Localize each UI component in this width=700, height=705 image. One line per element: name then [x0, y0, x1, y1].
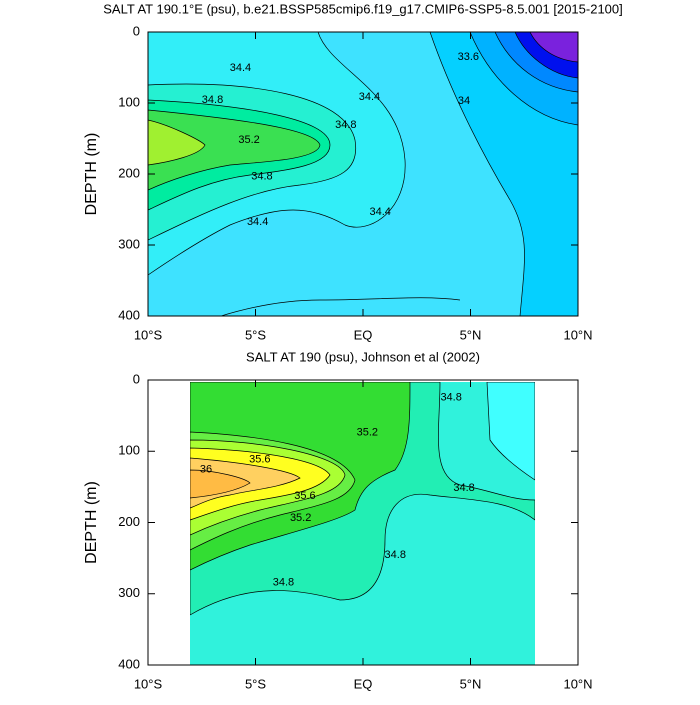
y-tick-label: 300 — [118, 236, 140, 251]
contour-label: 34 — [458, 95, 470, 107]
band — [486, 382, 535, 481]
contour-fill-top — [148, 32, 578, 316]
band — [148, 109, 321, 191]
contour-fill-bottom — [190, 382, 535, 665]
y-tick-label: 200 — [118, 514, 140, 529]
x-tick-label: 5°N — [460, 327, 482, 342]
y-tick-label: 400 — [118, 656, 140, 671]
y-tick-label: 100 — [118, 94, 140, 109]
contour-label: 34.8 — [385, 549, 406, 561]
contour-label: 34.8 — [335, 119, 356, 131]
contour-label: 34.8 — [440, 392, 461, 404]
y-tick-label: 200 — [118, 165, 140, 180]
contour-label: 34.4 — [247, 216, 268, 228]
contour-label: 33.6 — [458, 51, 479, 63]
contour-label: 34.4 — [230, 62, 251, 74]
band — [148, 119, 206, 166]
y-tick-label: 0 — [133, 371, 140, 386]
contour-label: 34.8 — [251, 171, 272, 183]
contour-label: 35.6 — [249, 454, 270, 466]
y-tick-label: 100 — [118, 443, 140, 458]
contour-label: 35.2 — [290, 512, 311, 524]
x-tick-label: 10°N — [563, 676, 592, 691]
x-tick-label: EQ — [354, 327, 373, 342]
x-tick-label: 10°N — [563, 327, 592, 342]
y-tick-label: 0 — [133, 23, 140, 38]
x-tick-label: 10°S — [134, 676, 163, 691]
band — [529, 32, 578, 63]
y-axis-label: DEPTH (m) — [83, 133, 100, 216]
contour-label: 35.6 — [294, 490, 315, 502]
y-tick-label: 300 — [118, 585, 140, 600]
y-tick-label: 400 — [118, 307, 140, 322]
x-tick-label: 10°S — [134, 327, 163, 342]
x-tick-label: EQ — [354, 676, 373, 691]
contour-label: 36 — [200, 464, 212, 476]
contour-label: 35.2 — [357, 427, 378, 439]
x-tick-label: 5°S — [245, 676, 266, 691]
chart-title: SALT AT 190.1°E (psu), b.e21.BSSP585cmip… — [103, 1, 623, 16]
chart-title: SALT AT 190 (psu), Johnson et al (2002) — [246, 349, 480, 364]
contour-label: 34.8 — [202, 94, 223, 106]
x-tick-label: 5°N — [460, 676, 482, 691]
band — [190, 469, 251, 499]
y-axis-label: DEPTH (m) — [83, 481, 100, 564]
contour-label: 35.2 — [238, 134, 259, 146]
contour-line — [220, 297, 461, 316]
x-tick-label: 5°S — [245, 327, 266, 342]
contour-label: 34.8 — [453, 482, 474, 494]
contour-label: 34.8 — [273, 576, 294, 588]
contour-label: 34.4 — [359, 91, 380, 103]
contour-label: 34.4 — [369, 206, 390, 218]
